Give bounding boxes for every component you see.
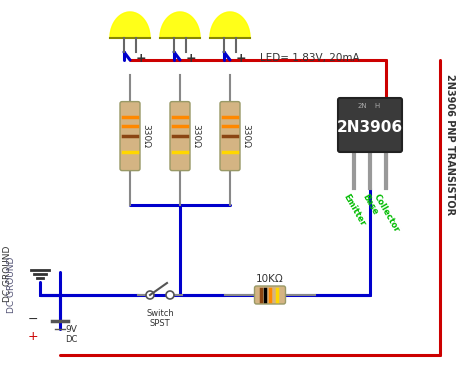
Text: 330Ω: 330Ω (241, 124, 250, 148)
Text: 2N: 2N (358, 103, 368, 109)
Text: 2N3906: 2N3906 (337, 120, 403, 135)
FancyBboxPatch shape (220, 102, 240, 171)
Text: 9V: 9V (65, 324, 77, 334)
Text: 330Ω: 330Ω (191, 124, 200, 148)
Text: 2N3906 PNP TRANSISTOR: 2N3906 PNP TRANSISTOR (445, 74, 455, 216)
FancyBboxPatch shape (170, 102, 190, 171)
FancyBboxPatch shape (120, 102, 140, 171)
Text: +: + (136, 52, 146, 64)
Text: 10KΩ: 10KΩ (256, 274, 284, 284)
Text: −: − (27, 312, 38, 326)
Text: Collector: Collector (372, 193, 401, 234)
Text: DC: DC (65, 334, 77, 343)
Text: +: + (236, 52, 246, 64)
Polygon shape (110, 12, 150, 38)
Text: +: + (27, 331, 38, 343)
Polygon shape (210, 12, 250, 38)
Circle shape (166, 291, 174, 299)
Polygon shape (110, 12, 150, 38)
Text: DC GROUND: DC GROUND (3, 246, 12, 302)
FancyBboxPatch shape (255, 286, 285, 304)
Text: H: H (374, 103, 379, 109)
Polygon shape (160, 12, 200, 38)
Text: LED= 1.83V, 20mA: LED= 1.83V, 20mA (260, 53, 360, 63)
Text: Switch
SPST: Switch SPST (146, 309, 174, 328)
Text: +: + (186, 52, 197, 64)
FancyBboxPatch shape (338, 98, 402, 152)
Circle shape (146, 291, 154, 299)
Text: Emitter: Emitter (341, 193, 367, 228)
Text: Base: Base (360, 193, 380, 217)
Polygon shape (160, 12, 200, 38)
Text: 330Ω: 330Ω (141, 124, 150, 148)
Polygon shape (210, 12, 250, 38)
Text: DC GROUND: DC GROUND (8, 257, 17, 313)
